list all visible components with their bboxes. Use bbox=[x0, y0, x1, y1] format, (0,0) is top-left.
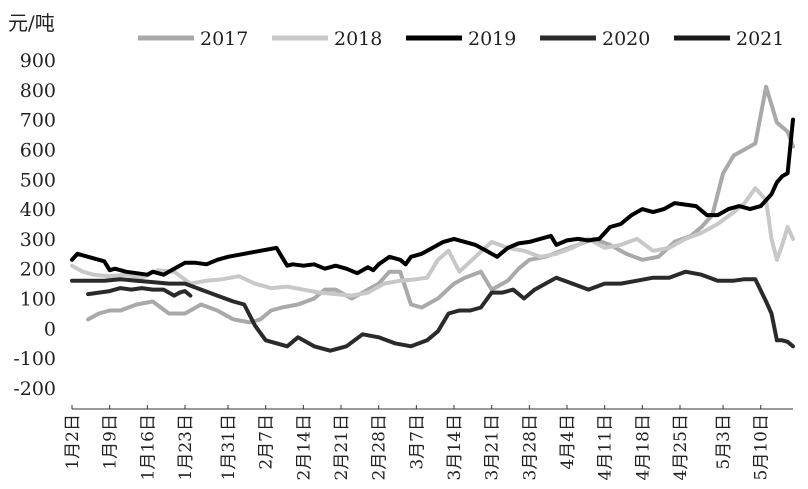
y-tick-label: 700 bbox=[20, 110, 56, 132]
x-tick-label: 2月7日 bbox=[257, 414, 277, 470]
x-tick-label: 4月11日 bbox=[596, 414, 616, 480]
y-tick-label: -200 bbox=[13, 378, 56, 400]
legend-label: 2019 bbox=[468, 28, 516, 50]
x-tick-label: 4月4日 bbox=[558, 414, 578, 470]
y-tick-label: 800 bbox=[20, 80, 56, 102]
x-tick-label: 3月14日 bbox=[445, 414, 465, 480]
x-tick-label: 5月3日 bbox=[714, 414, 734, 470]
y-unit-label: 元/吨 bbox=[8, 11, 55, 35]
y-tick-label: 900 bbox=[20, 50, 56, 72]
x-tick-label: 4月25日 bbox=[671, 414, 691, 480]
legend-label: 2021 bbox=[736, 28, 784, 50]
x-tick-label: 2月28日 bbox=[370, 414, 390, 480]
y-axis: -200 -100 0 100 200 300 400 500 600 700 800 900 bbox=[13, 50, 56, 400]
series-line-2018 bbox=[70, 186, 795, 298]
x-tick-label: 2月14日 bbox=[294, 414, 314, 480]
legend-label: 2018 bbox=[334, 28, 382, 50]
x-axis: 1月2日 1月9日 1月16日 1月23日 1月31日 2月7日 2月14日 2月21日 2月2… bbox=[63, 405, 793, 480]
y-tick-label: 500 bbox=[20, 169, 56, 191]
y-tick-label: 300 bbox=[20, 229, 56, 251]
y-tick-label: 0 bbox=[44, 318, 56, 340]
legend: 2017 2018 2019 2020 2021 bbox=[138, 28, 784, 50]
x-tick-label: 4月18日 bbox=[633, 414, 653, 480]
x-tick-label: 2月21日 bbox=[332, 414, 352, 480]
y-tick-label: 200 bbox=[20, 259, 56, 281]
y-tick-label: 100 bbox=[20, 289, 56, 311]
y-tick-label: 400 bbox=[20, 199, 56, 221]
series-line-2017 bbox=[86, 84, 795, 325]
y-tick-label: 600 bbox=[20, 139, 56, 161]
y-tick-label: -100 bbox=[13, 348, 56, 370]
legend-label: 2017 bbox=[200, 28, 248, 50]
series-line-2020 bbox=[70, 269, 795, 353]
x-tick-label: 1月16日 bbox=[138, 414, 158, 480]
x-tick-label: 3月7日 bbox=[407, 414, 427, 470]
series-line-2019 bbox=[70, 117, 795, 277]
series-line-2020 bbox=[86, 286, 193, 298]
x-tick-label: 3月28日 bbox=[520, 414, 540, 480]
x-tick-label: 3月21日 bbox=[483, 414, 503, 480]
x-tick-label: 1月2日 bbox=[63, 414, 83, 470]
x-tick-label: 1月9日 bbox=[101, 414, 121, 470]
legend-label: 2020 bbox=[602, 28, 650, 50]
plot-area bbox=[70, 84, 795, 353]
x-tick-label: 1月31日 bbox=[219, 414, 239, 480]
x-tick-label: 5月10日 bbox=[752, 414, 772, 480]
x-tick-label: 1月23日 bbox=[176, 414, 196, 480]
